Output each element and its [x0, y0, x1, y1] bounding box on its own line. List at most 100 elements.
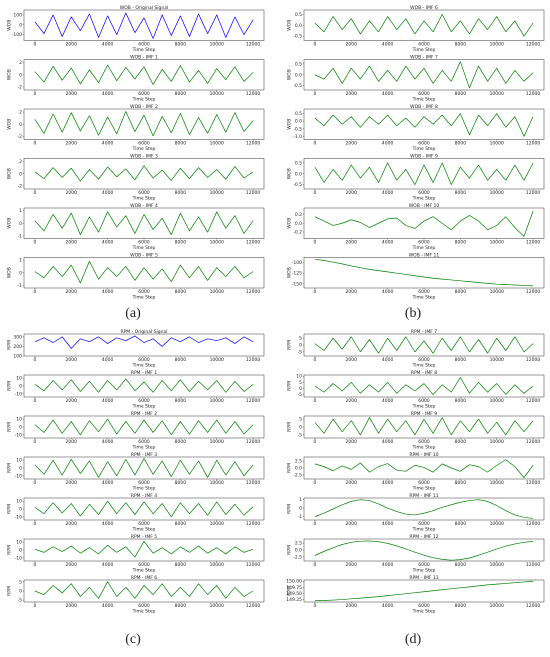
- x-tick-label: 4000: [102, 603, 114, 609]
- chart-title: RPM - Original Signal: [120, 329, 167, 335]
- x-tick-label: 6000: [418, 357, 430, 363]
- x-tick-label: 0: [33, 357, 36, 363]
- x-tick-label: 4000: [102, 190, 114, 196]
- chart-title: RPM - IMF 1: [131, 370, 157, 376]
- x-tick-label: 6000: [418, 562, 430, 568]
- x-tick-label: 2000: [66, 42, 78, 48]
- y-tick-label: 0: [19, 122, 22, 128]
- y-tick-label: 0: [19, 466, 22, 472]
- chart-title: WOB - IMF 6: [410, 5, 438, 11]
- y-tick-label: 2: [19, 60, 22, 66]
- x-tick-label: 2000: [66, 439, 78, 445]
- signal-line: [34, 12, 254, 39]
- signal-line: [34, 458, 254, 478]
- y-tick-label: -1.0: [293, 134, 302, 140]
- y-tick-label: -2: [18, 84, 23, 90]
- x-tick-label: 12000: [246, 42, 260, 48]
- x-tick-label: 10000: [210, 240, 224, 246]
- x-axis-label: Time Step: [412, 404, 436, 410]
- x-tick-label: 0: [313, 603, 316, 609]
- chart-title: RPM - IMF 12: [409, 534, 438, 540]
- x-tick-label: 0: [313, 91, 316, 97]
- panel-label: (d): [405, 632, 422, 647]
- x-tick-label: 0: [313, 141, 316, 147]
- x-tick-label: 6000: [138, 357, 150, 363]
- x-tick-label: 4000: [382, 439, 394, 445]
- y-tick-label: 0: [19, 384, 22, 390]
- plot-area: [303, 158, 545, 190]
- y-axis-label: RPM: [7, 381, 13, 391]
- x-axis-label: Time Step: [412, 363, 436, 369]
- x-tick-label: 8000: [455, 289, 467, 295]
- x-tick-label: 6000: [138, 398, 150, 404]
- x-tick-label: 12000: [246, 240, 260, 246]
- y-axis-label: WOB: [287, 168, 293, 179]
- plot-area: [303, 207, 545, 239]
- y-axis-label: WOB: [287, 69, 293, 80]
- x-tick-label: 10000: [490, 480, 504, 486]
- x-tick-label: 4000: [382, 398, 394, 404]
- panel-label: (c): [125, 632, 141, 647]
- x-tick-label: 10000: [490, 521, 504, 527]
- x-tick-label: 8000: [455, 398, 467, 404]
- x-tick-label: 12000: [246, 439, 260, 445]
- x-tick-label: 12000: [526, 141, 540, 147]
- x-tick-label: 4000: [102, 398, 114, 404]
- x-tick-label: 0: [313, 480, 316, 486]
- signal-line: [314, 417, 534, 436]
- x-tick-label: 8000: [455, 42, 467, 48]
- y-tick-label: 2.5: [295, 541, 302, 547]
- x-tick-label: 12000: [526, 357, 540, 363]
- y-tick-label: 0: [19, 425, 22, 431]
- signal-line: [314, 459, 534, 478]
- x-tick-label: 8000: [175, 439, 187, 445]
- x-tick-label: 4000: [382, 603, 394, 609]
- y-axis-label: RPM: [7, 463, 13, 473]
- x-tick-label: 4000: [382, 42, 394, 48]
- signal-line: [314, 336, 534, 354]
- x-tick-label: 10000: [490, 398, 504, 404]
- x-tick-label: 0: [313, 42, 316, 48]
- y-axis-label: WOB: [287, 20, 293, 31]
- y-axis-label: WOB: [7, 267, 13, 278]
- y-tick-label: 0: [19, 171, 22, 177]
- x-axis-label: Time Step: [132, 245, 156, 251]
- y-axis-label: WOB: [7, 20, 13, 31]
- x-tick-label: 0: [313, 439, 316, 445]
- x-tick-label: 2000: [346, 141, 358, 147]
- x-tick-label: 4000: [102, 521, 114, 527]
- x-axis-label: Time Step: [412, 568, 436, 574]
- signal-line: [34, 211, 254, 236]
- x-tick-label: 6000: [138, 439, 150, 445]
- x-tick-label: 10000: [490, 42, 504, 48]
- x-axis-label: Time Step: [412, 146, 436, 152]
- signal-line: [34, 500, 254, 518]
- y-tick-label: 10: [16, 376, 22, 382]
- y-tick-label: 0: [19, 22, 22, 28]
- x-tick-label: 6000: [418, 603, 430, 609]
- x-tick-label: 12000: [526, 190, 540, 196]
- x-tick-label: 2000: [66, 91, 78, 97]
- y-tick-label: -150: [292, 281, 302, 287]
- x-tick-label: 2000: [66, 190, 78, 196]
- x-tick-label: 12000: [246, 398, 260, 404]
- x-tick-label: 4000: [382, 91, 394, 97]
- y-tick-label: 150.00: [286, 579, 302, 585]
- chart-title: WOB - Original Signal: [120, 5, 168, 11]
- x-tick-label: 2000: [346, 190, 358, 196]
- x-tick-label: 12000: [246, 480, 260, 486]
- chart-title: WOB - IMF 4: [130, 203, 158, 209]
- x-axis-label: Time Step: [412, 527, 436, 533]
- y-tick-label: 5: [299, 417, 302, 423]
- y-tick-label: -10: [15, 514, 22, 520]
- x-tick-label: 0: [33, 480, 36, 486]
- plot-area: [303, 497, 545, 521]
- y-tick-label: -1: [298, 514, 303, 520]
- y-tick-label: 100: [13, 354, 22, 360]
- chart-title: WOB - IMF 9: [410, 154, 438, 160]
- y-axis-label: RPM: [287, 504, 293, 514]
- x-tick-label: 2000: [346, 91, 358, 97]
- y-tick-label: -10: [15, 555, 22, 561]
- y-tick-label: -10: [15, 432, 22, 438]
- x-tick-label: 2000: [66, 562, 78, 568]
